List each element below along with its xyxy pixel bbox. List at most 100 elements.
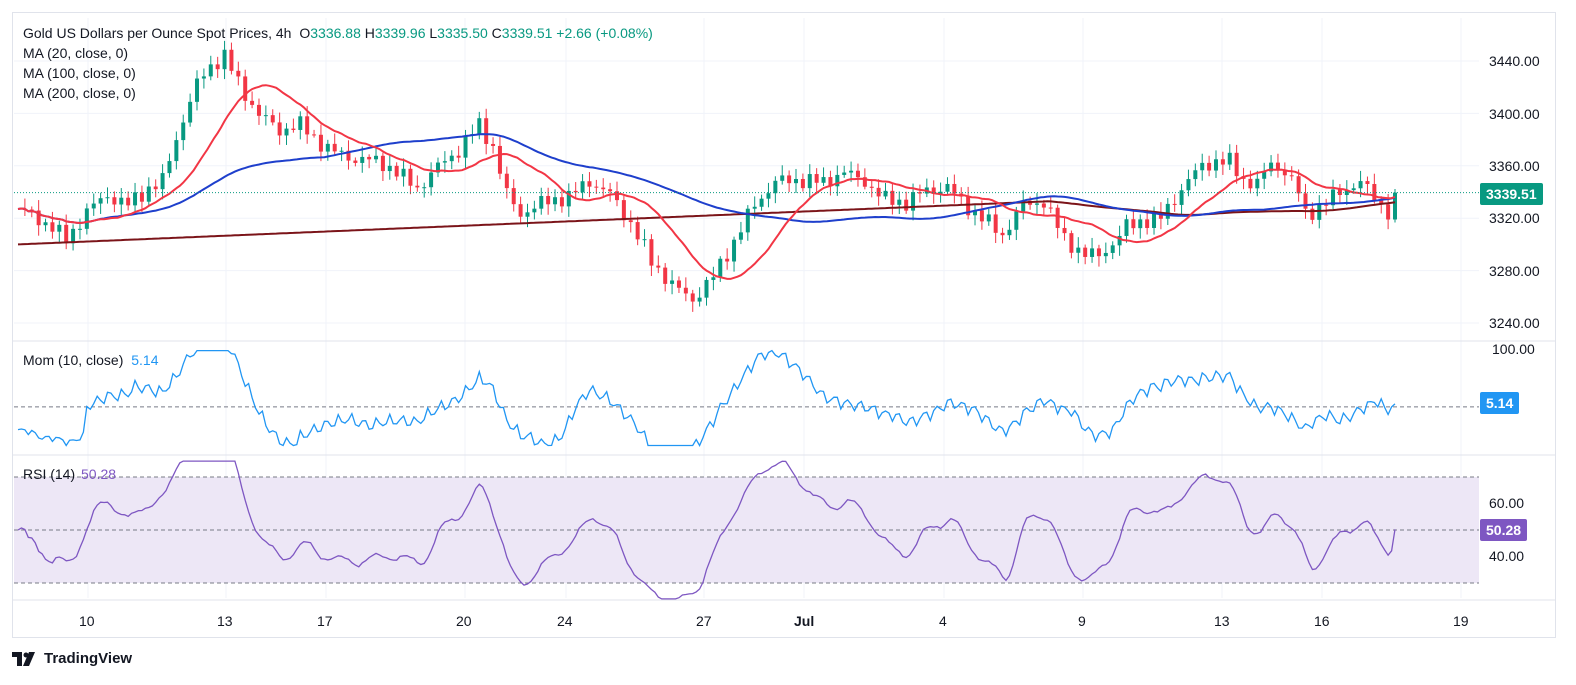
x-tick-label: 19 xyxy=(1453,613,1469,629)
mom-legend[interactable]: Mom (10, close) 5.14 xyxy=(23,352,159,368)
candle-body xyxy=(725,258,730,262)
candle-body xyxy=(1055,207,1060,228)
candle-body xyxy=(614,191,619,201)
candle-body xyxy=(1165,203,1170,219)
x-tick-label: 20 xyxy=(456,613,472,629)
ma20-legend[interactable]: MA (20, close, 0) xyxy=(23,45,129,61)
price-tick-label: 3240.00 xyxy=(1489,315,1540,331)
candle-body xyxy=(250,100,255,105)
candle-body xyxy=(1131,219,1136,229)
candle-body xyxy=(126,197,131,206)
last-price-tag: 3339.51 xyxy=(1480,183,1543,205)
candle-body xyxy=(318,134,323,152)
x-tick-label: 24 xyxy=(557,613,573,629)
candle-body xyxy=(332,143,337,152)
low-label: L xyxy=(429,25,438,41)
candle-body xyxy=(339,150,344,152)
candle-body xyxy=(408,168,413,186)
candle-body xyxy=(993,214,998,233)
x-tick-label: 17 xyxy=(317,613,333,629)
candle-body xyxy=(1379,200,1384,205)
rsi-line xyxy=(17,460,1396,600)
candle-body xyxy=(773,180,778,194)
price-tick-label: 3400.00 xyxy=(1489,106,1540,122)
candle-body xyxy=(1207,162,1212,171)
candle-body xyxy=(1358,181,1363,189)
candle-body xyxy=(380,155,385,172)
candle-body xyxy=(298,116,303,130)
candle-body xyxy=(394,165,399,177)
candle-body xyxy=(945,183,950,192)
ma100-line xyxy=(17,133,1396,225)
ma200-legend[interactable]: MA (200, close, 0) xyxy=(23,85,136,101)
candle-body xyxy=(1103,252,1108,257)
candle-body xyxy=(1213,159,1218,171)
candle-body xyxy=(966,196,971,216)
ma100-legend[interactable]: MA (100, close, 0) xyxy=(23,65,136,81)
candle-body xyxy=(1117,235,1122,246)
candle-body xyxy=(518,204,523,217)
candle-body xyxy=(325,143,330,152)
candle-body xyxy=(456,155,461,158)
tradingview-brand[interactable]: TradingView xyxy=(12,650,132,667)
candle-body xyxy=(277,122,282,136)
candle-body xyxy=(1158,212,1163,219)
candle-body xyxy=(229,49,234,71)
candle-body xyxy=(601,187,606,190)
mom-label: Mom (10, close) xyxy=(23,352,124,368)
candle-body xyxy=(738,232,743,240)
candle-body xyxy=(594,186,599,188)
rsi-legend[interactable]: RSI (14) 50.28 xyxy=(23,466,116,482)
x-tick-label: Jul xyxy=(794,613,815,629)
high-label: H xyxy=(364,25,375,41)
candle-body xyxy=(263,115,268,117)
candle-body xyxy=(1393,192,1397,220)
ma20-line xyxy=(17,84,1396,280)
candle-body xyxy=(188,101,193,123)
candle-body xyxy=(1386,204,1391,220)
candle-body xyxy=(346,150,351,161)
candle-body xyxy=(1255,178,1260,189)
price-tick-label: 3320.00 xyxy=(1489,210,1540,226)
candle-body xyxy=(1124,219,1129,236)
candle-body xyxy=(429,172,434,188)
candle-body xyxy=(477,118,482,135)
x-tick-label: 16 xyxy=(1314,613,1330,629)
candle-body xyxy=(374,155,379,160)
candle-body xyxy=(656,265,661,268)
candle-body xyxy=(1372,183,1377,201)
candle-body xyxy=(1337,189,1342,195)
candle-body xyxy=(931,187,936,194)
price-tick-label: 3440.00 xyxy=(1489,53,1540,69)
candle-body xyxy=(573,190,578,193)
candle-body xyxy=(1303,193,1308,209)
candle-body xyxy=(105,197,110,199)
candle-body xyxy=(704,279,709,298)
candle-body xyxy=(897,199,902,205)
candle-body xyxy=(449,155,454,162)
candle-body xyxy=(835,174,840,187)
candle-body xyxy=(401,168,406,177)
candle-body xyxy=(43,222,48,226)
candle-body xyxy=(442,161,447,163)
candle-body xyxy=(938,191,943,194)
candle-body xyxy=(1227,152,1232,165)
candle-body xyxy=(587,181,592,187)
candle-body xyxy=(670,280,675,284)
candle-body xyxy=(491,143,496,146)
candle-body xyxy=(952,183,957,194)
candle-body xyxy=(539,195,544,209)
candle-body xyxy=(1282,169,1287,176)
chart-title: Gold US Dollars per Ounce Spot Prices, 4… xyxy=(23,25,292,41)
candle-body xyxy=(1269,162,1274,172)
candle-body xyxy=(201,76,206,79)
candle-body xyxy=(1296,176,1301,194)
candle-body xyxy=(697,297,702,302)
candle-body xyxy=(1193,170,1198,180)
candle-body xyxy=(1310,208,1315,220)
mom-value: 5.14 xyxy=(131,352,159,368)
candle-body xyxy=(752,206,757,209)
candle-body xyxy=(1179,190,1184,205)
candle-body xyxy=(1083,247,1088,257)
